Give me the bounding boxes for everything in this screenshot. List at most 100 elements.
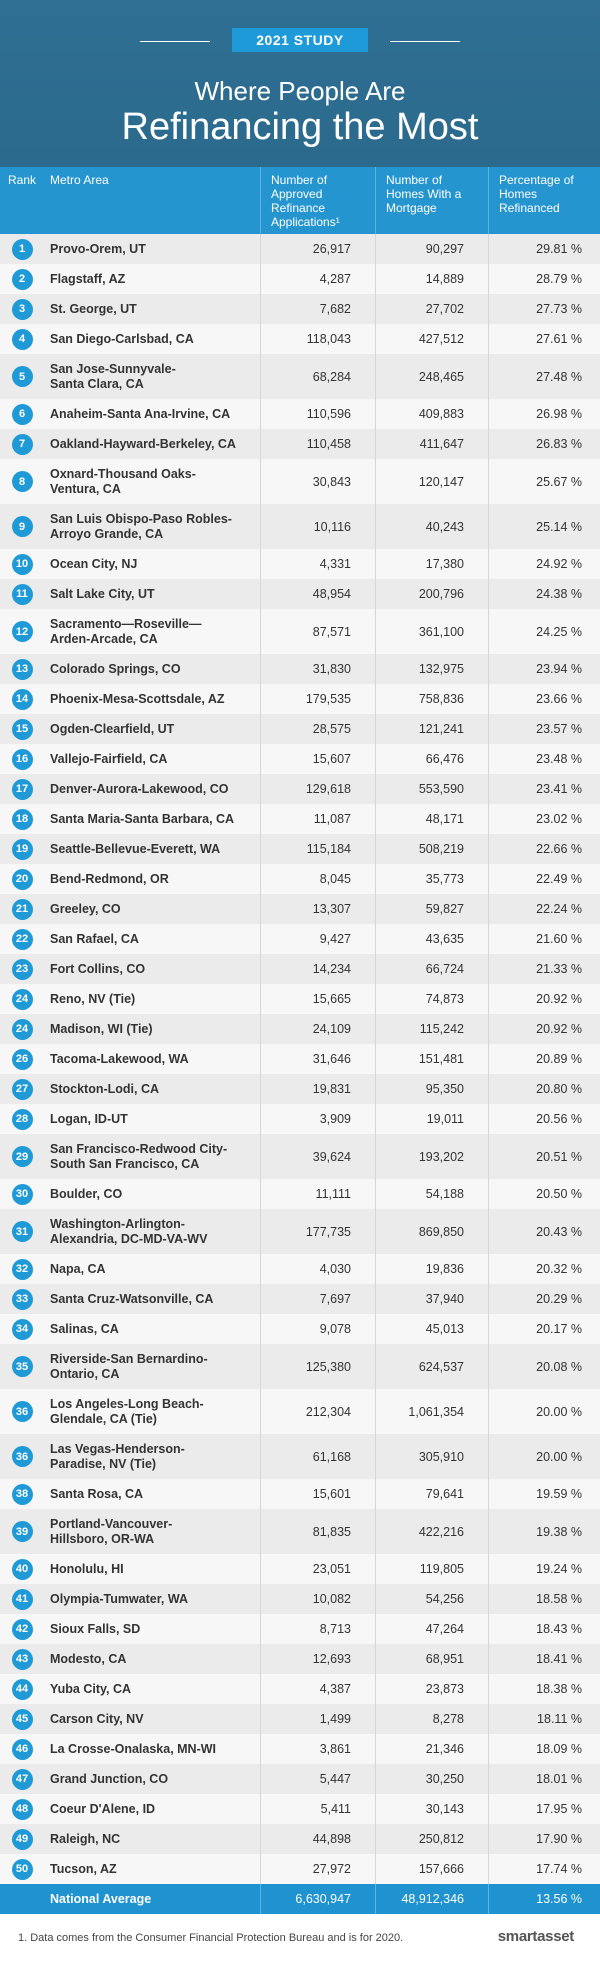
metro-cell: San Rafael, CA — [50, 931, 139, 946]
column-header: Number of Homes With a Mortgage — [375, 167, 488, 234]
rank-cell: 36 — [0, 1389, 44, 1434]
number-cell: 19,011 — [375, 1104, 488, 1134]
table-row: 12 Sacramento—Roseville— Arden-Arcade, CA… — [0, 609, 600, 654]
rank-badge: 22 — [11, 928, 33, 950]
rank-badge: 42 — [11, 1618, 33, 1640]
table-row: 10 Ocean City, NJ 4,331 17,380 24.92 % — [0, 549, 600, 579]
number-cell: 13,307 — [260, 894, 375, 924]
number-cell: 18.01 % — [488, 1764, 600, 1794]
rank-badge: 28 — [11, 1108, 33, 1130]
number-cell: 250,812 — [375, 1824, 488, 1854]
number-cell: 212,304 — [260, 1389, 375, 1434]
number-cell: 17.90 % — [488, 1824, 600, 1854]
rank-cell: 49 — [0, 1824, 44, 1854]
table-row: 46 La Crosse-Onalaska, MN-WI 3,861 21,346 18… — [0, 1734, 600, 1764]
rank-badge: 10 — [11, 553, 33, 575]
metro-cell: Santa Maria-Santa Barbara, CA — [50, 811, 235, 826]
number-cell: 115,184 — [260, 834, 375, 864]
rank-badge: 44 — [11, 1678, 33, 1700]
table-body: 1 Provo-Orem, UT 26,917 90,297 29.81 % 2 Flags… — [0, 234, 600, 1884]
number-cell: 26,917 — [260, 234, 375, 264]
metro-cell: Colorado Springs, CO — [50, 661, 181, 676]
table-row: 8 Oxnard-Thousand Oaks- Ventura, CA 30,843… — [0, 459, 600, 504]
table-row: 23 Fort Collins, CO 14,234 66,724 21.33 % — [0, 954, 600, 984]
number-cell: 61,168 — [260, 1434, 375, 1479]
number-cell: 129,618 — [260, 774, 375, 804]
rank-badge: 41 — [11, 1588, 33, 1610]
table-row: 17 Denver-Aurora-Lakewood, CO 129,618 553,5… — [0, 774, 600, 804]
number-cell: 11,111 — [260, 1179, 375, 1209]
column-header: Rank — [7, 173, 36, 187]
number-cell: 361,100 — [375, 609, 488, 654]
number-cell: 28.79 % — [488, 264, 600, 294]
metro-cell: Tacoma-Lakewood, WA — [50, 1051, 189, 1066]
metro-cell: Provo-Orem, UT — [50, 241, 146, 256]
number-cell: 624,537 — [375, 1344, 488, 1389]
number-cell: 24,109 — [260, 1014, 375, 1044]
metro-cell: Salt Lake City, UT — [50, 586, 155, 601]
number-cell: 30,250 — [375, 1764, 488, 1794]
number-cell: 5,447 — [260, 1764, 375, 1794]
number-cell: 27,972 — [260, 1854, 375, 1884]
rank-cell: 34 — [0, 1314, 44, 1344]
number-cell: 18.11 % — [488, 1704, 600, 1734]
rank-cell: 45 — [0, 1704, 44, 1734]
metro-cell: Riverside-San Bernardino- Ontario, CA — [50, 1351, 208, 1381]
number-cell: 68,284 — [260, 354, 375, 399]
rule — [390, 41, 460, 42]
rank-badge: 24 — [11, 988, 33, 1010]
number-cell: 20.32 % — [488, 1254, 600, 1284]
number-cell: 1,061,354 — [375, 1389, 488, 1434]
rank-badge: 34 — [11, 1318, 33, 1340]
number-cell: 411,647 — [375, 429, 488, 459]
number-cell: 43,635 — [375, 924, 488, 954]
table-row: 43 Modesto, CA 12,693 68,951 18.41 % — [0, 1644, 600, 1674]
rule — [140, 41, 210, 42]
number-cell: 177,735 — [260, 1209, 375, 1254]
rank-badge: 45 — [11, 1708, 33, 1730]
number-cell: 15,601 — [260, 1479, 375, 1509]
number-cell: 20.17 % — [488, 1314, 600, 1344]
number-cell: 22.66 % — [488, 834, 600, 864]
number-cell: 17.74 % — [488, 1854, 600, 1884]
number-cell: 110,596 — [260, 399, 375, 429]
number-cell: 118,043 — [260, 324, 375, 354]
number-cell: 23.02 % — [488, 804, 600, 834]
logo: smartasset — [497, 1928, 575, 1945]
metro-cell: Coeur D'Alene, ID — [50, 1801, 156, 1816]
table-row: 47 Grand Junction, CO 5,447 30,250 18.01 % — [0, 1764, 600, 1794]
number-cell: 9,078 — [260, 1314, 375, 1344]
rank-cell: 10 — [0, 549, 44, 579]
rank-cell: 46 — [0, 1734, 44, 1764]
number-cell: 68,951 — [375, 1644, 488, 1674]
rank-cell: 15 — [0, 714, 44, 744]
number-cell: 40,243 — [375, 504, 488, 549]
number-cell: 9,427 — [260, 924, 375, 954]
table-row: 15 Ogden-Clearfield, UT 28,575 121,241 23.57… — [0, 714, 600, 744]
table-row: 6 Anaheim-Santa Ana-Irvine, CA 110,596 409,… — [0, 399, 600, 429]
number-cell: 422,216 — [375, 1509, 488, 1554]
rank-cell: 24 — [0, 984, 44, 1014]
metro-cell: San Francisco-Redwood City- South San Fr… — [50, 1141, 228, 1171]
number-cell: 21.33 % — [488, 954, 600, 984]
table-row: 36 Los Angeles-Long Beach- Glendale, CA (… — [0, 1389, 600, 1434]
number-cell: 179,535 — [260, 684, 375, 714]
rank-cell: 9 — [0, 504, 44, 549]
table-row: 50 Tucson, AZ 27,972 157,666 17.74 % — [0, 1854, 600, 1884]
metro-cell: Anaheim-Santa Ana-Irvine, CA — [50, 406, 231, 421]
rank-badge: 46 — [11, 1738, 33, 1760]
metro-cell: Honolulu, HI — [50, 1561, 124, 1576]
table-row: 28 Logan, ID-UT 3,909 19,011 20.56 % — [0, 1104, 600, 1134]
rank-badge: 38 — [11, 1483, 33, 1505]
metro-cell: Ocean City, NJ — [50, 556, 138, 571]
rank-badge: 30 — [11, 1183, 33, 1205]
number-cell: 409,883 — [375, 399, 488, 429]
rank-badge: 36 — [11, 1401, 33, 1422]
number-cell: 10,116 — [260, 504, 375, 549]
table-row: 38 Santa Rosa, CA 15,601 79,641 19.59 % — [0, 1479, 600, 1509]
rank-badge: 5 — [11, 366, 33, 387]
number-cell: 553,590 — [375, 774, 488, 804]
number-cell: 125,380 — [260, 1344, 375, 1389]
number-cell: 27.48 % — [488, 354, 600, 399]
